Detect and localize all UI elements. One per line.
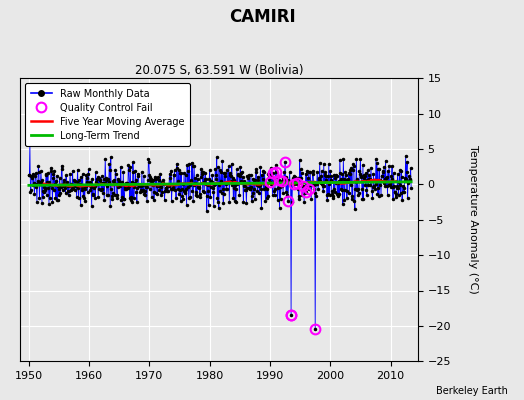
Title: 20.075 S, 63.591 W (Bolivia): 20.075 S, 63.591 W (Bolivia)	[135, 64, 303, 77]
Text: Berkeley Earth: Berkeley Earth	[436, 386, 508, 396]
Y-axis label: Temperature Anomaly (°C): Temperature Anomaly (°C)	[467, 145, 477, 294]
Text: CAMIRI: CAMIRI	[228, 8, 296, 26]
Legend: Raw Monthly Data, Quality Control Fail, Five Year Moving Average, Long-Term Tren: Raw Monthly Data, Quality Control Fail, …	[25, 83, 190, 146]
